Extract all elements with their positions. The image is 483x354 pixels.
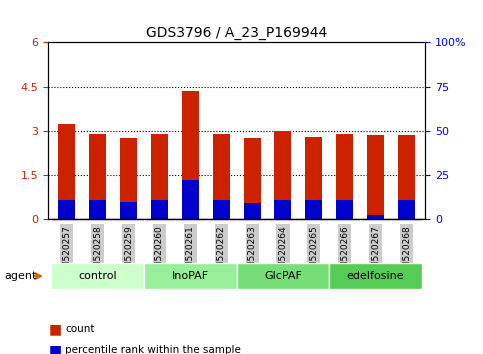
FancyBboxPatch shape: [175, 219, 206, 221]
FancyBboxPatch shape: [329, 263, 422, 289]
Text: agent: agent: [5, 271, 37, 281]
Bar: [151, 134, 168, 219]
FancyBboxPatch shape: [51, 219, 82, 221]
Text: count: count: [65, 324, 95, 334]
Bar: [305, 200, 322, 219]
Bar: [398, 200, 415, 219]
Bar: [182, 91, 199, 219]
FancyBboxPatch shape: [237, 263, 329, 289]
Bar: [89, 200, 106, 219]
Bar: [336, 134, 353, 219]
Bar: [336, 200, 353, 219]
Text: percentile rank within the sample: percentile rank within the sample: [65, 346, 241, 354]
FancyBboxPatch shape: [206, 219, 237, 221]
Bar: [274, 200, 291, 219]
Bar: [151, 200, 168, 219]
Bar: [274, 131, 291, 219]
Bar: [367, 135, 384, 219]
Bar: [213, 134, 230, 219]
Bar: [58, 124, 75, 219]
FancyBboxPatch shape: [360, 219, 391, 221]
Bar: [182, 180, 199, 219]
FancyBboxPatch shape: [144, 263, 237, 289]
Bar: [89, 134, 106, 219]
Bar: [120, 138, 137, 219]
Bar: [120, 202, 137, 219]
Bar: [243, 203, 261, 219]
FancyBboxPatch shape: [82, 219, 113, 221]
Text: GlcPAF: GlcPAF: [264, 271, 302, 281]
Title: GDS3796 / A_23_P169944: GDS3796 / A_23_P169944: [146, 26, 327, 40]
Bar: [398, 135, 415, 219]
FancyBboxPatch shape: [51, 263, 144, 289]
FancyBboxPatch shape: [391, 219, 422, 221]
Bar: [367, 215, 384, 219]
FancyBboxPatch shape: [144, 219, 175, 221]
Text: edelfosine: edelfosine: [347, 271, 404, 281]
Bar: [213, 200, 230, 219]
FancyBboxPatch shape: [113, 219, 144, 221]
FancyBboxPatch shape: [298, 219, 329, 221]
FancyBboxPatch shape: [237, 219, 268, 221]
Bar: [58, 200, 75, 219]
Text: control: control: [78, 271, 117, 281]
FancyBboxPatch shape: [268, 219, 298, 221]
Text: ■: ■: [48, 322, 61, 336]
FancyBboxPatch shape: [329, 219, 360, 221]
Text: InoPAF: InoPAF: [172, 271, 209, 281]
Bar: [305, 137, 322, 219]
Text: ■: ■: [48, 343, 61, 354]
Bar: [243, 138, 261, 219]
